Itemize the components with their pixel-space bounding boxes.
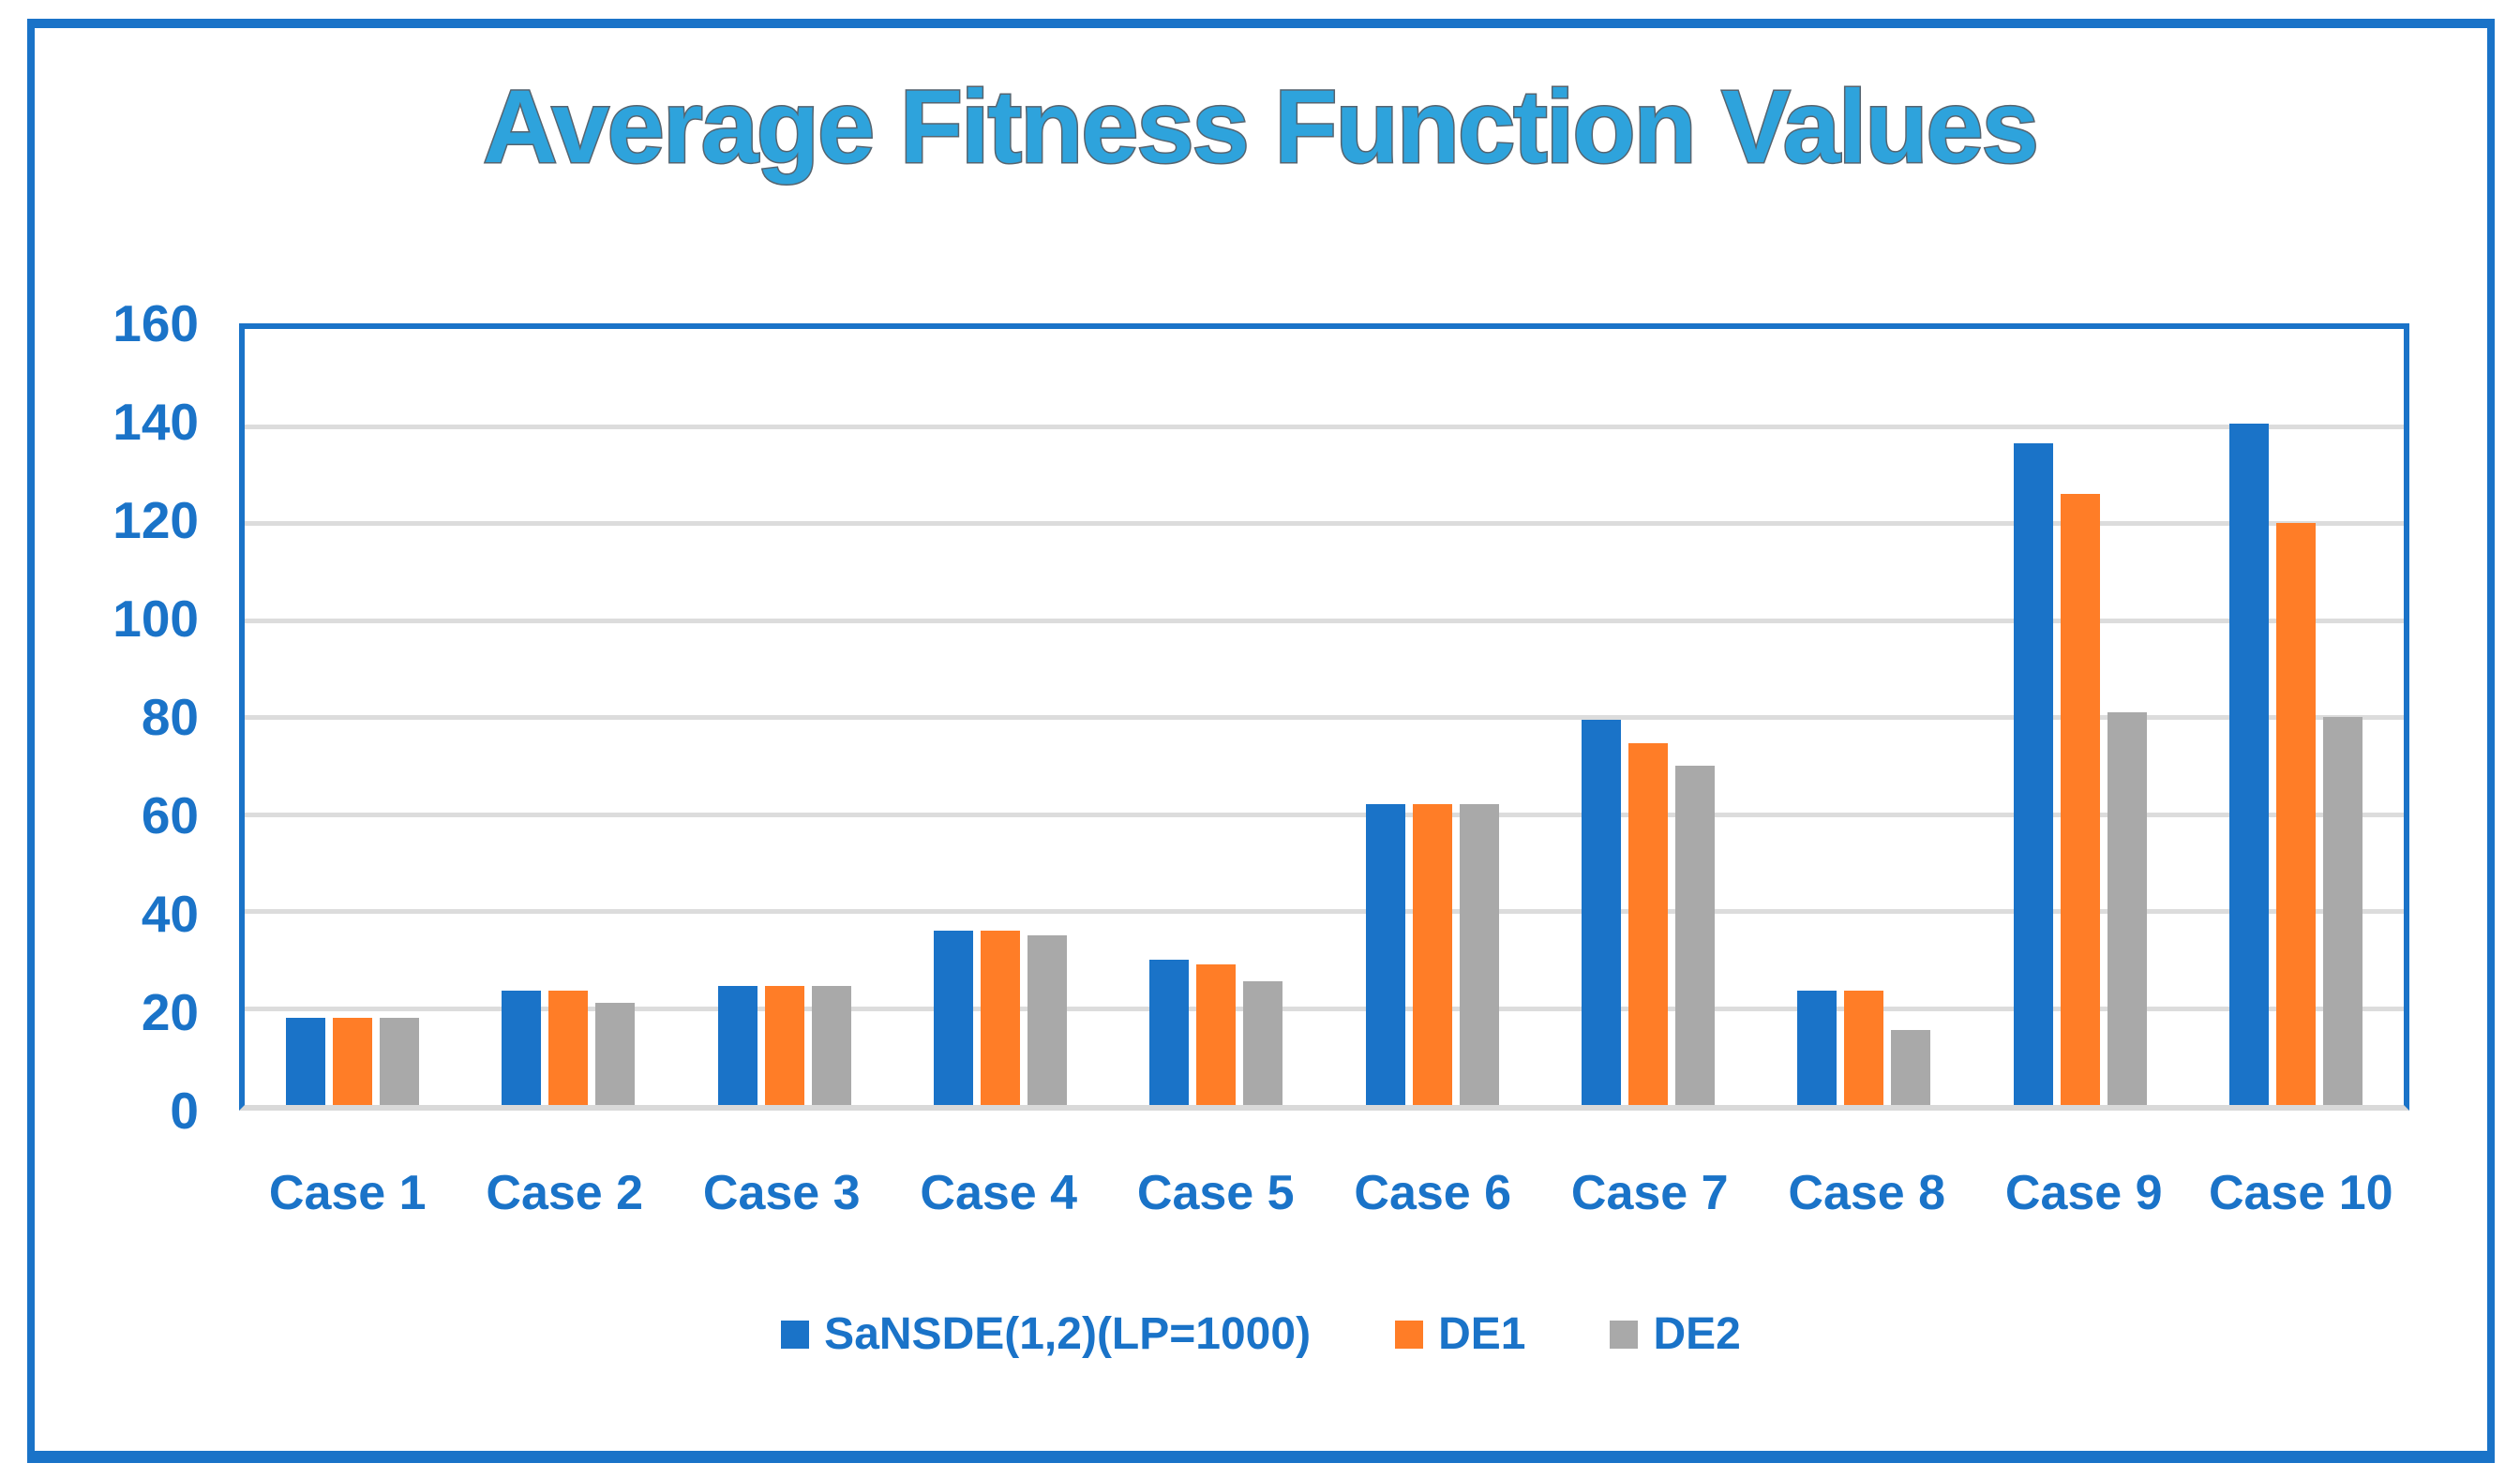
y-tick-label-100: 100 [112,590,199,648]
bar-case3-de2 [811,986,851,1105]
bar-case7-de1 [1628,743,1668,1105]
x-tick-label-case-9: Case 9 [2004,1166,2163,1220]
bar-groups [245,329,2404,1105]
x-tick-label-case-7: Case 7 [1570,1166,1729,1220]
bar-case2-de2 [595,1003,636,1105]
bar-group-case-10 [2188,329,2404,1105]
y-tick-label-140: 140 [112,393,199,451]
legend-label-de1: DE1 [1438,1309,1526,1359]
y-tick-label-160: 160 [112,294,199,352]
bar-case2-de1 [548,991,589,1105]
x-tick-label-case-4: Case 4 [920,1166,1078,1220]
x-tick-label-case-6: Case 6 [1354,1166,1512,1220]
x-tick-label-case-8: Case 8 [1788,1166,1946,1220]
gridlines [245,329,2404,1105]
gridline-40 [245,909,2404,914]
bar-group-case-6 [1324,329,1539,1105]
bar-case2-sansde [502,991,542,1105]
bar-case8-de1 [1844,991,1884,1105]
bar-group-case-1 [245,329,460,1105]
x-tick-label-case-1: Case 1 [268,1166,427,1220]
bar-case7-sansde [1581,719,1621,1105]
bar-case3-de1 [764,986,804,1105]
x-tick-label-case-2: Case 2 [486,1166,644,1220]
bar-group-case-8 [1756,329,1972,1105]
bar-case4-de1 [981,930,1021,1105]
gridline-100 [245,618,2404,623]
bar-case9-sansde [2013,442,2053,1105]
bar-case6-sansde [1365,804,1405,1105]
bar-group-case-2 [460,329,676,1105]
x-tick-label-case-10: Case 10 [2208,1166,2393,1220]
legend-item-sansde: SaNSDE(1,2)(LP=1000) [781,1308,1311,1360]
y-tick-label-120: 120 [112,491,199,549]
bar-case9-de2 [2107,711,2147,1105]
x-axis: Case 1 Case 2 Case 3 Case 4 Case 5 Case 6 Case… [239,1165,2409,1221]
bar-case1-de1 [333,1017,373,1105]
chart-title: Average Fitness Function Values [482,68,2041,187]
bar-case6-de2 [1459,804,1499,1105]
bar-case6-de1 [1412,804,1452,1105]
legend: SaNSDE(1,2)(LP=1000) DE1 DE2 [27,1308,2495,1360]
bar-case4-de2 [1028,934,1068,1105]
y-tick-label-80: 80 [141,688,199,746]
gridline-20 [245,1006,2404,1011]
bar-group-case-9 [1972,329,2187,1105]
y-tick-label-60: 60 [141,786,199,844]
y-tick-label-0: 0 [170,1082,199,1140]
bar-group-case-4 [892,329,1108,1105]
gridline-80 [245,715,2404,720]
bar-group-case-3 [677,329,892,1105]
legend-label-de2: DE2 [1653,1309,1741,1359]
bar-case8-de2 [1891,1029,1931,1105]
bar-case5-de1 [1196,963,1237,1105]
bar-case10-de2 [2322,717,2362,1105]
y-tick-label-40: 40 [141,885,199,943]
bar-group-case-5 [1108,329,1324,1105]
x-tick-label-case-5: Case 5 [1136,1166,1295,1220]
y-axis: 0 20 40 60 80 100 120 140 160 [19,297,199,1137]
gridline-140 [245,424,2404,429]
x-tick-label-case-3: Case 3 [702,1166,861,1220]
bar-case10-sansde [2228,423,2269,1105]
y-tick-label-20: 20 [141,983,199,1041]
bar-case8-sansde [1797,991,1838,1105]
legend-label-sansde: SaNSDE(1,2)(LP=1000) [824,1309,1312,1359]
bar-case10-de1 [2275,523,2316,1105]
bar-case9-de1 [2060,493,2100,1105]
bar-case1-sansde [286,1017,326,1105]
plot-area [239,323,2409,1111]
bar-case5-sansde [1149,959,1190,1105]
legend-swatch-sansde [781,1320,810,1349]
legend-swatch-de2 [1610,1320,1639,1349]
legend-item-de2: DE2 [1610,1308,1741,1360]
bar-case3-sansde [717,986,758,1105]
legend-item-de1: DE1 [1395,1308,1525,1360]
gridline-60 [245,812,2404,817]
bar-case1-de2 [380,1017,420,1105]
bar-case4-sansde [934,930,974,1105]
bar-group-case-7 [1540,329,1756,1105]
bar-case5-de2 [1243,981,1283,1105]
legend-swatch-de1 [1395,1320,1424,1349]
bar-case7-de2 [1674,765,1715,1105]
gridline-120 [245,521,2404,526]
